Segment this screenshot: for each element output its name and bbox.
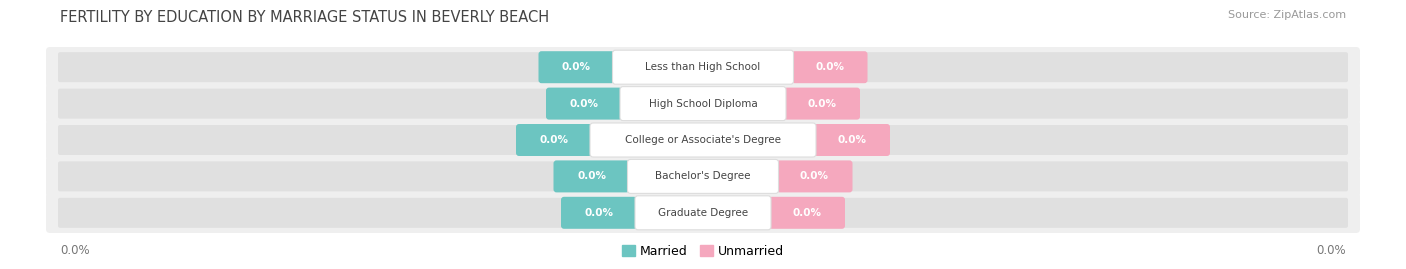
Text: High School Diploma: High School Diploma xyxy=(648,99,758,109)
FancyBboxPatch shape xyxy=(46,83,1360,124)
Text: 0.0%: 0.0% xyxy=(838,135,866,145)
FancyBboxPatch shape xyxy=(58,161,557,192)
Text: 0.0%: 0.0% xyxy=(1316,245,1346,257)
FancyBboxPatch shape xyxy=(58,125,519,155)
FancyBboxPatch shape xyxy=(814,124,890,156)
FancyBboxPatch shape xyxy=(636,196,770,230)
FancyBboxPatch shape xyxy=(865,52,1348,82)
FancyBboxPatch shape xyxy=(776,160,852,192)
FancyBboxPatch shape xyxy=(546,88,621,120)
Text: 0.0%: 0.0% xyxy=(576,171,606,181)
Text: 0.0%: 0.0% xyxy=(807,99,837,109)
Text: 0.0%: 0.0% xyxy=(569,99,599,109)
FancyBboxPatch shape xyxy=(538,51,614,83)
FancyBboxPatch shape xyxy=(849,161,1348,192)
Text: 0.0%: 0.0% xyxy=(540,135,568,145)
FancyBboxPatch shape xyxy=(554,160,630,192)
FancyBboxPatch shape xyxy=(591,123,815,157)
FancyBboxPatch shape xyxy=(516,124,592,156)
Text: 0.0%: 0.0% xyxy=(800,171,830,181)
Text: FERTILITY BY EDUCATION BY MARRIAGE STATUS IN BEVERLY BEACH: FERTILITY BY EDUCATION BY MARRIAGE STATU… xyxy=(60,10,550,25)
Text: Source: ZipAtlas.com: Source: ZipAtlas.com xyxy=(1227,10,1346,20)
Text: Graduate Degree: Graduate Degree xyxy=(658,208,748,218)
FancyBboxPatch shape xyxy=(769,197,845,229)
FancyBboxPatch shape xyxy=(58,89,548,119)
Text: 0.0%: 0.0% xyxy=(793,208,821,218)
FancyBboxPatch shape xyxy=(613,50,793,84)
FancyBboxPatch shape xyxy=(858,89,1348,119)
FancyBboxPatch shape xyxy=(46,47,1360,87)
Text: College or Associate's Degree: College or Associate's Degree xyxy=(626,135,780,145)
FancyBboxPatch shape xyxy=(842,198,1348,228)
FancyBboxPatch shape xyxy=(46,120,1360,160)
FancyBboxPatch shape xyxy=(627,160,779,193)
FancyBboxPatch shape xyxy=(58,52,541,82)
FancyBboxPatch shape xyxy=(46,193,1360,233)
FancyBboxPatch shape xyxy=(785,88,860,120)
FancyBboxPatch shape xyxy=(561,197,637,229)
FancyBboxPatch shape xyxy=(620,87,786,121)
Text: 0.0%: 0.0% xyxy=(815,62,844,72)
FancyBboxPatch shape xyxy=(887,125,1348,155)
Text: Bachelor's Degree: Bachelor's Degree xyxy=(655,171,751,181)
FancyBboxPatch shape xyxy=(792,51,868,83)
Text: Less than High School: Less than High School xyxy=(645,62,761,72)
Legend: Married, Unmarried: Married, Unmarried xyxy=(617,240,789,263)
Text: 0.0%: 0.0% xyxy=(562,62,591,72)
Text: 0.0%: 0.0% xyxy=(60,245,90,257)
FancyBboxPatch shape xyxy=(46,156,1360,197)
FancyBboxPatch shape xyxy=(58,198,564,228)
Text: 0.0%: 0.0% xyxy=(585,208,613,218)
